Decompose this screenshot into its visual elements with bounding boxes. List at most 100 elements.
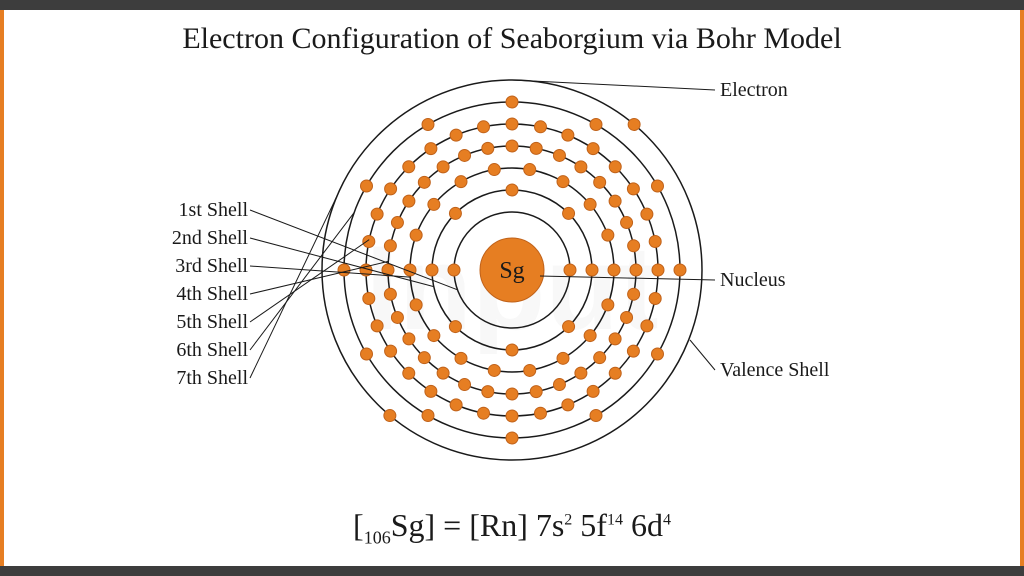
electron-icon: [649, 236, 661, 248]
leader-line: [250, 213, 354, 350]
electron-icon: [602, 229, 614, 241]
electron-icon: [562, 129, 574, 141]
electron-icon: [506, 410, 518, 422]
electron-icon: [628, 118, 640, 130]
atomic-number: 106: [364, 527, 391, 547]
electron-icon: [403, 161, 415, 173]
electron-icon: [425, 143, 437, 155]
shell-label-4: 4th Shell: [176, 283, 248, 305]
electron-icon: [428, 198, 440, 210]
orbital-6d: 6d4: [623, 507, 671, 543]
electron-icon: [410, 229, 422, 241]
electron-icon: [363, 292, 375, 304]
electron-icon: [391, 217, 403, 229]
electron-icon: [524, 164, 536, 176]
electron-icon: [450, 399, 462, 411]
electron-icon: [564, 264, 576, 276]
electron-icon: [587, 385, 599, 397]
electron-icon: [449, 321, 461, 333]
electron-icon: [506, 344, 518, 356]
shell-label-7: 7th Shell: [176, 367, 248, 389]
electron-icon: [627, 345, 639, 357]
electron-icon: [651, 180, 663, 192]
electron-icon: [674, 264, 686, 276]
shell-label-1: 1st Shell: [179, 199, 249, 221]
electron-icon: [410, 299, 422, 311]
electron-icon: [361, 180, 373, 192]
electron-icon: [426, 264, 438, 276]
shell-label-6: 6th Shell: [176, 339, 248, 361]
electron-icon: [628, 288, 640, 300]
electron-icon: [557, 352, 569, 364]
electron-icon: [621, 217, 633, 229]
leader-line: [250, 240, 369, 322]
electron-icon: [609, 367, 621, 379]
electron-icon: [584, 330, 596, 342]
electron-icon: [608, 264, 620, 276]
nucleus-label: Sg: [499, 258, 524, 284]
electron-icon: [361, 348, 373, 360]
electron-icon: [563, 321, 575, 333]
electron-icon: [586, 264, 598, 276]
electron-icon: [575, 161, 587, 173]
electron-icon: [455, 176, 467, 188]
electron-icon: [584, 198, 596, 210]
electron-icon: [590, 119, 602, 131]
electron-icon: [553, 149, 565, 161]
electron-icon: [534, 407, 546, 419]
electron-icon: [418, 176, 430, 188]
electron-icon: [594, 352, 606, 364]
electron-icon: [563, 207, 575, 219]
leader-line: [250, 181, 344, 378]
electron-icon: [384, 240, 396, 252]
electron-icon: [530, 142, 542, 154]
electron-icon: [385, 345, 397, 357]
electron-config-formula: [106Sg] = [Rn] 7s2 5f14 6d4: [0, 507, 1024, 548]
electron-icon: [534, 121, 546, 133]
electron-icon: [630, 264, 642, 276]
electron-icon: [403, 367, 415, 379]
electron-icon: [384, 288, 396, 300]
electron-icon: [524, 364, 536, 376]
electron-icon: [562, 399, 574, 411]
electron-icon: [621, 311, 633, 323]
electron-icon: [422, 409, 434, 421]
electron-icon: [506, 140, 518, 152]
electron-icon: [478, 121, 490, 133]
electron-icon: [530, 386, 542, 398]
electron-icon: [652, 264, 664, 276]
electron-icon: [553, 379, 565, 391]
annotation-label: Electron: [720, 79, 788, 101]
electron-icon: [641, 320, 653, 332]
element-symbol-formula: Sg: [391, 507, 425, 543]
electron-icon: [651, 348, 663, 360]
orbital-7s: 7s2: [536, 507, 572, 543]
electron-icon: [459, 149, 471, 161]
electron-icon: [557, 176, 569, 188]
electron-icon: [371, 320, 383, 332]
bohr-diagram: Sg1st Shell2nd Shell3rd Shell4th Shell5t…: [0, 0, 1024, 576]
electron-icon: [627, 183, 639, 195]
orbital-5f: 5f14: [572, 507, 623, 543]
electron-icon: [594, 176, 606, 188]
electron-icon: [609, 161, 621, 173]
electron-icon: [418, 352, 430, 364]
electron-icon: [587, 143, 599, 155]
electron-icon: [449, 207, 461, 219]
leader-line: [690, 340, 715, 370]
electron-icon: [641, 208, 653, 220]
electron-icon: [403, 195, 415, 207]
electron-icon: [506, 184, 518, 196]
electron-icon: [488, 164, 500, 176]
electron-icon: [506, 96, 518, 108]
electron-icon: [403, 333, 415, 345]
annotation-label: Nucleus: [720, 269, 786, 291]
leader-line: [512, 80, 715, 90]
noble-gas: Rn: [480, 507, 517, 543]
electron-icon: [437, 161, 449, 173]
electron-icon: [425, 385, 437, 397]
electron-icon: [448, 264, 460, 276]
shell-label-5: 5th Shell: [176, 311, 248, 333]
electron-icon: [428, 330, 440, 342]
electron-icon: [338, 264, 350, 276]
